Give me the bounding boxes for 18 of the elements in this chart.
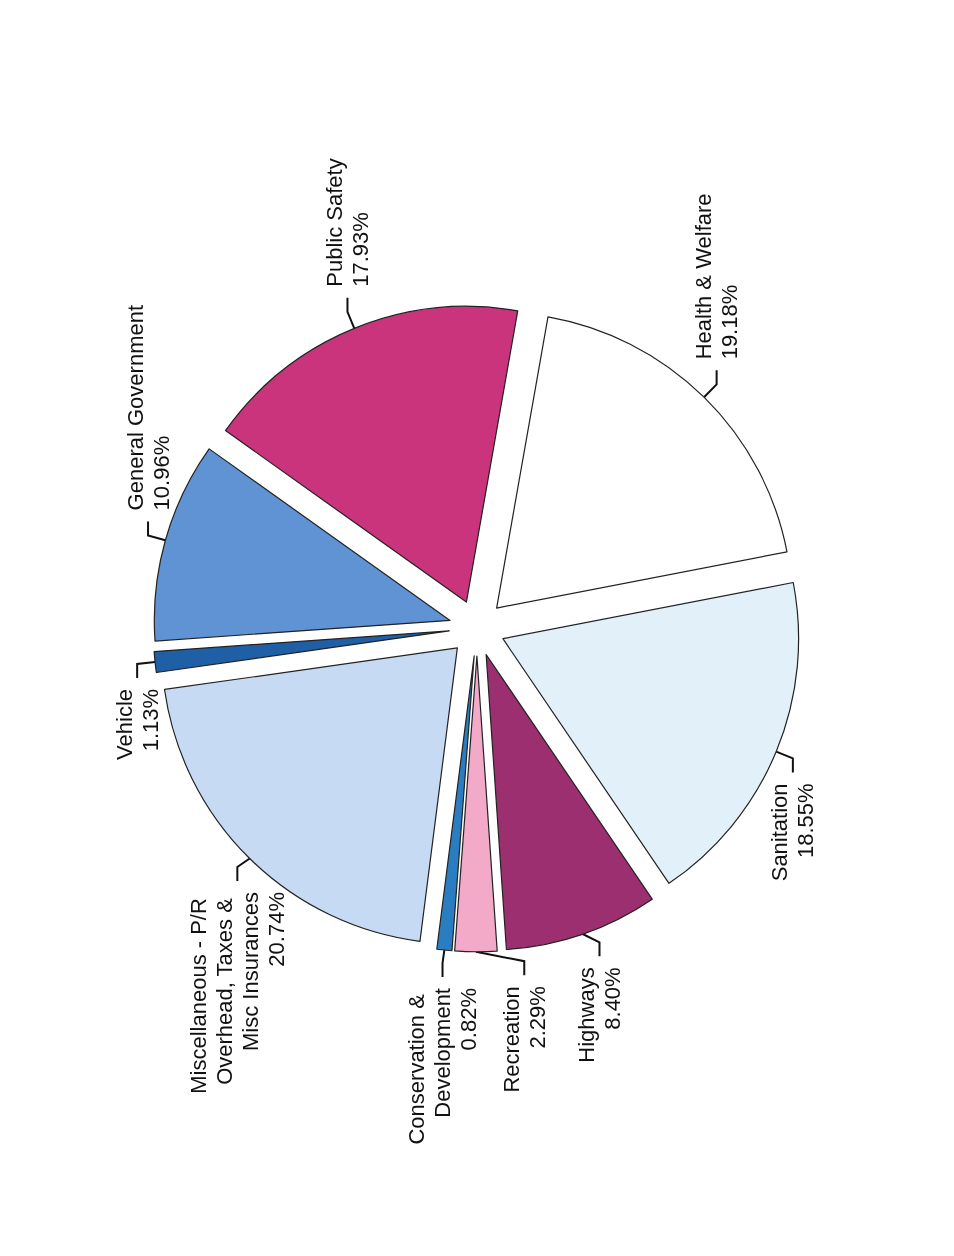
slice-label: Public Safety: [321, 158, 347, 287]
data-label: 8.40%: [600, 967, 625, 1030]
slice-label: Sanitation: [767, 783, 793, 882]
data-label: 19.18%: [717, 284, 743, 360]
slice-label: Highways: [574, 967, 599, 1063]
slice-label: Conservation & Development: [404, 988, 456, 1145]
slice-label: Recreation: [498, 986, 524, 1093]
data-label: 0.82%: [456, 988, 482, 1051]
data-label: 20.74%: [263, 892, 289, 967]
data-label: 18.55%: [793, 783, 819, 859]
slice-label: Vehicle: [111, 688, 137, 760]
slice-label: Miscellaneous - P/R Overhead, Taxes & Misc Insurances: [185, 892, 263, 1094]
data-label: 1.13%: [137, 688, 163, 752]
slice-label: Health & Welfare: [691, 193, 717, 360]
data-label: 10.96%: [148, 435, 174, 511]
slice-label: General Government: [122, 304, 148, 511]
data-label: 2.29%: [524, 986, 550, 1049]
data-label: 17.93%: [347, 212, 373, 287]
